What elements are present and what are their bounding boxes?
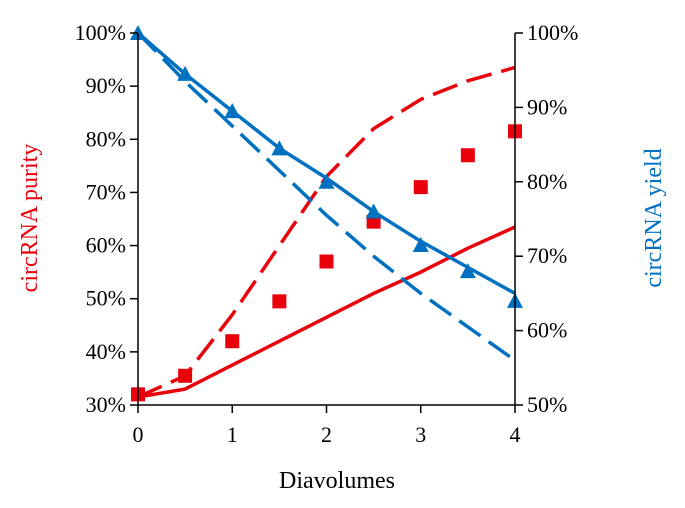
purity-measured-point [319, 254, 334, 269]
left-y-axis-title: circRNA purity [17, 144, 43, 293]
x-tick-label: 3 [415, 422, 426, 447]
left-y-tick-label: 30% [86, 392, 126, 417]
purity-measured-point [272, 294, 287, 309]
right-y-tick-label: 60% [527, 318, 567, 343]
right-y-tick-label: 80% [527, 169, 567, 194]
left-y-tick-label: 60% [86, 233, 126, 258]
yield-measured-point [318, 173, 335, 189]
right-y-tick-label: 50% [527, 392, 567, 417]
x-tick-label: 0 [133, 422, 144, 447]
left-y-tick-label: 40% [86, 339, 126, 364]
x-tick-label: 1 [227, 422, 238, 447]
left-y-tick-label: 50% [86, 286, 126, 311]
left-y-tick-label: 90% [86, 73, 126, 98]
right-y-tick-label: 100% [527, 20, 578, 45]
purity-measured-point [460, 148, 475, 163]
left-y-tick-label: 70% [86, 179, 126, 204]
right-y-axis-title: circRNA yield [641, 148, 667, 287]
purity-measured-point [413, 180, 428, 195]
purity-model-solid-line [137, 225, 516, 399]
x-tick-label: 4 [510, 422, 521, 447]
x-axis-title: Diavolumes [279, 468, 395, 494]
right-y-tick-label: 90% [527, 94, 567, 119]
purity-measured-point [225, 334, 240, 349]
purity-model-dashed-line [137, 65, 516, 399]
left-y-tick-label: 80% [86, 126, 126, 151]
yield-measured-point [459, 263, 476, 279]
yield-measured-point [412, 237, 429, 253]
left-y-tick-label: 100% [75, 20, 126, 45]
yield-model-dashed-line [136, 31, 517, 362]
x-tick-label: 2 [321, 422, 332, 447]
right-y-tick-label: 70% [527, 243, 567, 268]
yield-model-solid-line [136, 31, 516, 295]
